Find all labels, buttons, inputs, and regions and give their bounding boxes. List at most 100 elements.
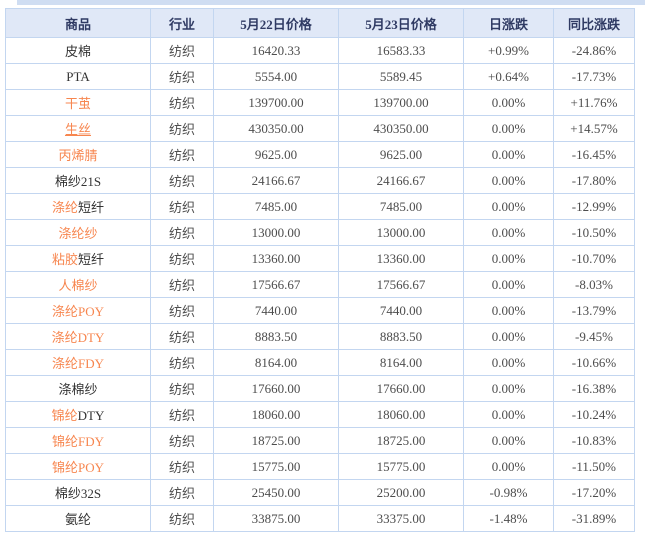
commodity-cell: 粘胶短纤 [5, 245, 151, 272]
table-row: 干茧 纺织 139700.00 139700.00 0.00% +11.76% [5, 89, 635, 116]
day-change-cell: +0.64% [463, 63, 554, 90]
price-may23-cell: 5589.45 [338, 63, 464, 90]
commodity-label: 短纤 [78, 252, 105, 267]
price-may22-cell: 5554.00 [213, 63, 339, 90]
day-change-cell: 0.00% [463, 115, 554, 142]
table-row: 锦纶FDY 纺织 18725.00 18725.00 0.00% -10.83% [5, 427, 635, 454]
industry-cell: 纺织 [150, 219, 214, 246]
top-divider-band [17, 0, 645, 5]
industry-cell: 纺织 [150, 141, 214, 168]
price-may23-cell: 7485.00 [338, 193, 464, 220]
commodity-label: 棉纱21S [54, 174, 102, 189]
column-header-0: 商品 [5, 8, 151, 38]
price-may23-cell: 13000.00 [338, 219, 464, 246]
commodity-label: 棉纱32S [54, 486, 102, 501]
industry-cell: 纺织 [150, 193, 214, 220]
commodity-cell: 涤纶FDY [5, 349, 151, 376]
commodity-link[interactable]: 丙烯腈 [58, 148, 98, 163]
commodity-link[interactable]: 生丝 [64, 122, 91, 137]
price-may23-cell: 430350.00 [338, 115, 464, 142]
commodity-label: DTY [77, 408, 105, 423]
yoy-change-cell: -9.45% [553, 323, 635, 350]
day-change-cell: 0.00% [463, 297, 554, 324]
yoy-change-cell: -8.03% [553, 271, 635, 298]
price-may23-cell: 9625.00 [338, 141, 464, 168]
commodity-link[interactable]: 人棉纱 [58, 278, 98, 293]
commodity-cell: 干茧 [5, 89, 151, 116]
price-may22-cell: 7440.00 [213, 297, 339, 324]
commodity-label: 短纤 [78, 200, 105, 215]
table-row: 涤纶纱 纺织 13000.00 13000.00 0.00% -10.50% [5, 219, 635, 246]
table-body: 皮棉 纺织 16420.33 16583.33 +0.99% -24.86% PTA 纺织 55… [5, 37, 635, 532]
commodity-link[interactable]: 涤纶POY [51, 304, 104, 319]
commodity-cell: 锦纶DTY [5, 401, 151, 428]
day-change-cell: 0.00% [463, 453, 554, 480]
yoy-change-cell: -12.99% [553, 193, 635, 220]
price-may22-cell: 24166.67 [213, 167, 339, 194]
commodity-label: 氨纶 [64, 512, 91, 527]
table-row: 丙烯腈 纺织 9625.00 9625.00 0.00% -16.45% [5, 141, 635, 168]
yoy-change-cell: -10.24% [553, 401, 635, 428]
column-header-4: 日涨跌 [463, 8, 554, 38]
table-row: 锦纶POY 纺织 15775.00 15775.00 0.00% -11.50% [5, 453, 635, 480]
commodity-link[interactable]: 涤纶纱 [58, 226, 98, 241]
price-may23-cell: 8164.00 [338, 349, 464, 376]
day-change-cell: +0.99% [463, 37, 554, 64]
price-may22-cell: 18725.00 [213, 427, 339, 454]
column-header-2: 5月22日价格 [213, 8, 339, 38]
price-may22-cell: 33875.00 [213, 505, 339, 532]
commodity-link[interactable]: 锦纶FDY [51, 434, 104, 449]
price-may22-cell: 17660.00 [213, 375, 339, 402]
day-change-cell: -1.48% [463, 505, 554, 532]
day-change-cell: 0.00% [463, 323, 554, 350]
price-may22-cell: 13000.00 [213, 219, 339, 246]
table-row: 涤纶DTY 纺织 8883.50 8883.50 0.00% -9.45% [5, 323, 635, 350]
commodity-link[interactable]: 干茧 [64, 96, 91, 111]
industry-cell: 纺织 [150, 479, 214, 506]
commodity-cell: 涤棉纱 [5, 375, 151, 402]
price-may22-cell: 18060.00 [213, 401, 339, 428]
commodity-link[interactable]: 涤纶FDY [51, 356, 104, 371]
industry-cell: 纺织 [150, 167, 214, 194]
price-may22-cell: 7485.00 [213, 193, 339, 220]
table-row: 生丝 纺织 430350.00 430350.00 0.00% +14.57% [5, 115, 635, 142]
commodity-cell: 涤纶纱 [5, 219, 151, 246]
day-change-cell: 0.00% [463, 375, 554, 402]
day-change-cell: 0.00% [463, 427, 554, 454]
yoy-change-cell: -13.79% [553, 297, 635, 324]
industry-cell: 纺织 [150, 115, 214, 142]
commodity-label: 皮棉 [64, 44, 91, 59]
table-row: 涤纶FDY 纺织 8164.00 8164.00 0.00% -10.66% [5, 349, 635, 376]
table-row: 棉纱32S 纺织 25450.00 25200.00 -0.98% -17.20% [5, 479, 635, 506]
table-row: 粘胶短纤 纺织 13360.00 13360.00 0.00% -10.70% [5, 245, 635, 272]
industry-cell: 纺织 [150, 505, 214, 532]
yoy-change-cell: -17.80% [553, 167, 635, 194]
commodity-cell: 锦纶FDY [5, 427, 151, 454]
price-may22-cell: 17566.67 [213, 271, 339, 298]
commodity-link[interactable]: 锦纶POY [51, 460, 104, 475]
commodity-cell: 丙烯腈 [5, 141, 151, 168]
yoy-change-cell: -10.70% [553, 245, 635, 272]
commodity-link[interactable]: 涤纶DTY [51, 330, 105, 345]
price-may23-cell: 24166.67 [338, 167, 464, 194]
table-row: 人棉纱 纺织 17566.67 17566.67 0.00% -8.03% [5, 271, 635, 298]
commodity-cell: 涤纶POY [5, 297, 151, 324]
header-row: 商品 行业 5月22日价格 5月23日价格 日涨跌 同比涨跌 [5, 8, 635, 38]
yoy-change-cell: -16.45% [553, 141, 635, 168]
table-row: 涤纶POY 纺织 7440.00 7440.00 0.00% -13.79% [5, 297, 635, 324]
industry-cell: 纺织 [150, 375, 214, 402]
industry-cell: 纺织 [150, 297, 214, 324]
table-row: PTA 纺织 5554.00 5589.45 +0.64% -17.73% [5, 63, 635, 90]
price-may23-cell: 139700.00 [338, 89, 464, 116]
price-may23-cell: 18060.00 [338, 401, 464, 428]
day-change-cell: 0.00% [463, 167, 554, 194]
price-may23-cell: 8883.50 [338, 323, 464, 350]
commodity-link[interactable]: 粘胶 [51, 252, 78, 267]
industry-cell: 纺织 [150, 271, 214, 298]
day-change-cell: 0.00% [463, 401, 554, 428]
commodity-link[interactable]: 涤纶 [51, 200, 78, 215]
commodity-link[interactable]: 锦纶 [51, 408, 78, 423]
day-change-cell: -0.98% [463, 479, 554, 506]
commodity-label: 涤棉纱 [58, 382, 98, 397]
commodity-cell: 涤纶短纤 [5, 193, 151, 220]
